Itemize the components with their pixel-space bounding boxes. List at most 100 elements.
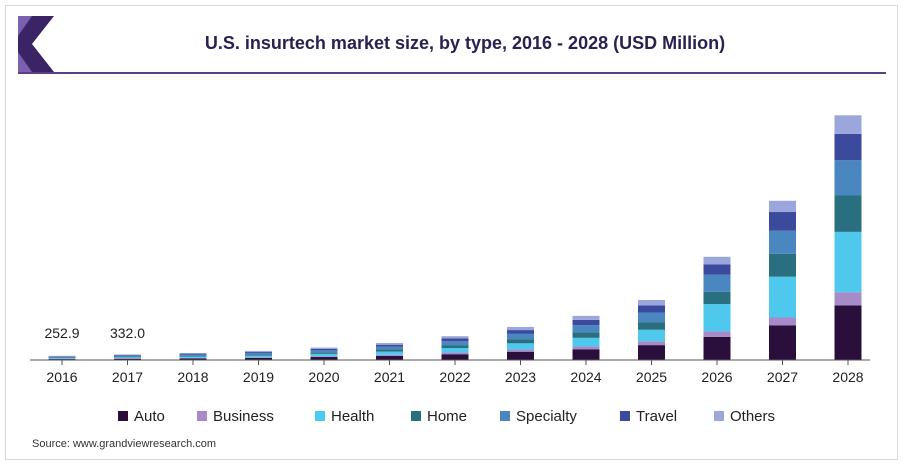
bar-2025-health: [638, 329, 665, 342]
bar-2023-others: [507, 326, 534, 331]
x-tick-label-2024: 2024: [570, 369, 601, 385]
bar-2024-health: [572, 337, 600, 347]
bar-2026-business: [703, 331, 731, 337]
data-label-2016: 252.9: [44, 325, 79, 341]
bar-2027-auto: [769, 325, 796, 360]
bar-2022-business: [441, 352, 469, 355]
bar-2020-health: [310, 353, 338, 357]
bar-2018-travel: [179, 353, 207, 355]
x-tick-label-2020: 2020: [308, 369, 339, 385]
bar-2024-home: [572, 332, 600, 338]
bar-2018-auto: [179, 358, 207, 360]
bar-2027-specialty: [769, 230, 796, 254]
title-divider: [18, 72, 886, 74]
bar-2018-others: [179, 352, 207, 354]
x-tick-label-2027: 2027: [767, 369, 798, 385]
bar-2025-others: [638, 299, 665, 306]
legend-label-health: Health: [331, 408, 374, 425]
x-tick-label-2017: 2017: [112, 369, 143, 385]
bar-2024-auto: [572, 349, 600, 360]
bar-2016-business: [48, 358, 76, 360]
bar-2023-auto: [507, 351, 534, 360]
bar-2020-travel: [310, 348, 338, 351]
bar-2019-health: [245, 355, 272, 358]
bar-2027-health: [769, 276, 796, 318]
bar-2020-auto: [310, 357, 338, 360]
bar-2024-business: [572, 346, 600, 350]
x-tick-label-2022: 2022: [439, 369, 470, 385]
legend-swatch-others: [714, 411, 724, 421]
x-tick-label-2023: 2023: [505, 369, 536, 385]
legend-label-auto: Auto: [134, 408, 165, 425]
bar-2022-others: [441, 336, 469, 339]
bar-2018-business: [179, 357, 207, 359]
bar-2028-others: [834, 115, 862, 134]
bar-2024-others: [572, 315, 600, 320]
bar-2026-travel: [703, 264, 731, 275]
bar-2020-specialty: [310, 350, 338, 353]
bar-2020-home: [310, 352, 338, 354]
legend-label-home: Home: [427, 408, 467, 425]
bar-2022-travel: [441, 338, 469, 342]
bar-2026-others: [703, 256, 731, 265]
bar-2019-business: [245, 357, 272, 358]
bar-2023-business: [507, 349, 534, 352]
bar-2027-travel: [769, 212, 796, 231]
bar-2017-business: [114, 358, 141, 359]
bar-2025-business: [638, 341, 665, 346]
bar-2027-home: [769, 253, 796, 277]
bar-2020-others: [310, 347, 338, 349]
bar-2022-health: [441, 348, 469, 353]
bar-2018-specialty: [179, 354, 207, 356]
bar-2028-health: [834, 231, 862, 293]
legend-swatch-travel: [620, 411, 630, 421]
bar-2026-auto: [703, 336, 731, 360]
bar-2016-health: [48, 357, 76, 359]
bar-2019-auto: [245, 357, 272, 360]
bar-2018-home: [179, 355, 207, 357]
bar-2025-travel: [638, 305, 665, 313]
bar-2020-business: [310, 356, 338, 358]
bar-2026-specialty: [703, 274, 731, 292]
bar-2028-specialty: [834, 160, 862, 196]
bar-2026-health: [703, 304, 731, 332]
bar-2023-home: [507, 339, 534, 344]
grandview-logo-icon: [18, 16, 54, 72]
legend-label-specialty: Specialty: [516, 408, 577, 425]
legend-label-travel: Travel: [636, 408, 677, 425]
chart-frame: [5, 5, 898, 460]
bar-2021-travel: [376, 344, 403, 347]
x-tick-label-2028: 2028: [832, 369, 863, 385]
bar-2024-specialty: [572, 325, 600, 333]
legend-label-business: Business: [213, 408, 274, 425]
legend-swatch-auto: [118, 411, 128, 421]
bar-2028-travel: [834, 133, 862, 161]
legend-swatch-health: [315, 411, 325, 421]
bar-2023-specialty: [507, 333, 534, 340]
bar-2021-auto: [376, 355, 403, 360]
bar-2028-home: [834, 195, 862, 232]
bar-2017-auto: [114, 358, 141, 360]
x-tick-label-2026: 2026: [701, 369, 732, 385]
bar-2025-specialty: [638, 312, 665, 323]
bar-2022-home: [441, 345, 469, 349]
data-label-2017: 332.0: [110, 325, 145, 341]
bar-2021-business: [376, 354, 403, 356]
legend-swatch-business: [197, 411, 207, 421]
bar-2017-home: [114, 356, 141, 358]
bar-2021-others: [376, 342, 403, 345]
bar-2019-home: [245, 354, 272, 356]
x-tick-label-2016: 2016: [46, 369, 77, 385]
bar-2019-specialty: [245, 352, 272, 355]
bar-2026-home: [703, 291, 731, 305]
x-tick-label-2019: 2019: [243, 369, 274, 385]
x-tick-label-2018: 2018: [177, 369, 208, 385]
chart-title: U.S. insurtech market size, by type, 201…: [204, 33, 726, 53]
bar-2028-auto: [834, 305, 862, 360]
legend-label-others: Others: [730, 408, 775, 425]
bar-2025-auto: [638, 345, 665, 360]
bar-2016-home: [48, 357, 76, 358]
bar-2021-health: [376, 351, 403, 355]
bar-2018-health: [179, 356, 207, 358]
